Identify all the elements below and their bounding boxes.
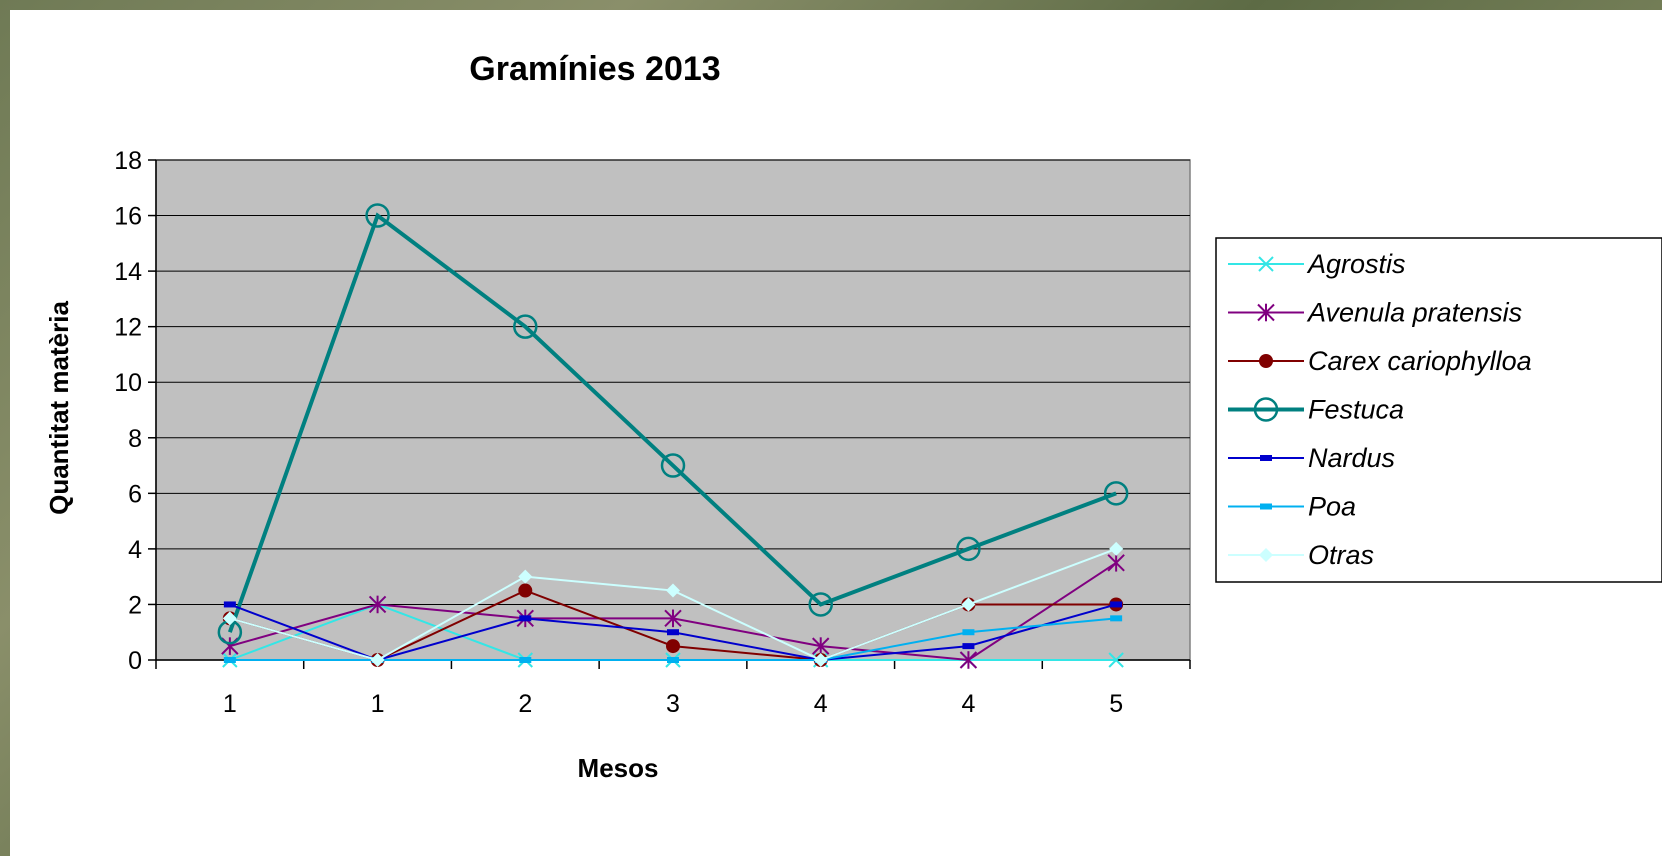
- legend: Agrostis Avenula pratensis Carex cariophyl…: [1215, 237, 1662, 583]
- y-tick-label: 4: [128, 536, 142, 564]
- data-point-avenula-pratensis: [368, 595, 387, 614]
- data-point-otras: [666, 583, 680, 598]
- legend-item-nardus: Nardus: [1228, 443, 1395, 473]
- y-tick-label: 0: [128, 647, 142, 675]
- data-point-avenula-pratensis: [959, 651, 978, 669]
- data-point-nardus: [519, 615, 532, 622]
- legend-item-avenula-pratensis: Avenula pratensis: [1228, 298, 1522, 328]
- x-tick-label: 4: [814, 690, 828, 718]
- y-tick-label: 18: [114, 147, 142, 175]
- legend-item-otras: Otras: [1228, 540, 1374, 570]
- data-point-agrostis: [1108, 652, 1124, 668]
- x-tick-label: 1: [223, 690, 237, 718]
- y-tick-label: 10: [114, 369, 142, 397]
- x-tick-label: 5: [1109, 690, 1123, 718]
- legend-label: Poa: [1308, 492, 1356, 522]
- x-tick-label: 2: [518, 690, 532, 718]
- legend-marker: [1260, 455, 1272, 461]
- data-point-nardus: [962, 643, 975, 650]
- data-point-avenula-pratensis: [1107, 553, 1125, 572]
- data-point-otras: [222, 611, 237, 626]
- chart-card: Gramínies 2013 Mesos Quantitat matèria 0…: [10, 10, 1662, 856]
- x-axis-title: Mesos: [578, 753, 659, 783]
- y-tick-label: 2: [128, 591, 142, 619]
- data-point-festuca: [660, 453, 686, 478]
- y-tick-label: 12: [114, 314, 142, 342]
- data-point-avenula-pratensis: [664, 609, 682, 628]
- series-festuca: [217, 203, 1129, 645]
- legend-marker: [1259, 354, 1273, 368]
- legend-label: Nardus: [1308, 443, 1395, 473]
- data-point-otras: [813, 653, 828, 667]
- data-point-nardus: [223, 601, 236, 608]
- legend-item-agrostis: Agrostis: [1228, 249, 1406, 279]
- y-tick-label: 8: [128, 425, 142, 453]
- chart-title: Gramínies 2013: [469, 50, 720, 88]
- legend-marker: [1260, 503, 1272, 510]
- data-point-poa: [1110, 615, 1123, 622]
- legend-label: Agrostis: [1306, 249, 1406, 279]
- data-point-festuca: [513, 314, 538, 339]
- legend-item-carex-cariophylloa: Carex cariophylloa: [1228, 346, 1532, 376]
- data-point-otras: [1109, 541, 1124, 556]
- data-point-nardus: [1110, 601, 1123, 608]
- legend-label: Carex cariophylloa: [1308, 346, 1532, 376]
- data-point-poa: [223, 657, 236, 663]
- legend-label: Avenula pratensis: [1306, 298, 1522, 328]
- data-point-poa: [519, 657, 532, 663]
- legend-item-poa: Poa: [1228, 492, 1356, 522]
- data-point-carex-cariophylloa: [518, 583, 533, 598]
- data-point-nardus: [667, 629, 679, 636]
- data-point-festuca: [365, 203, 390, 228]
- data-point-poa: [962, 629, 975, 636]
- data-point-otras: [370, 653, 385, 667]
- y-axis-title: Quantitat matèria: [44, 301, 74, 515]
- data-point-festuca: [956, 536, 981, 562]
- legend-marker: [1259, 548, 1273, 562]
- y-tick-label: 6: [128, 480, 142, 508]
- data-point-carex-cariophylloa: [666, 639, 680, 654]
- y-tick-label: 16: [114, 203, 142, 231]
- legend-label: Otras: [1308, 540, 1374, 570]
- data-point-festuca: [1103, 481, 1129, 506]
- x-tick-label: 4: [961, 690, 975, 718]
- plot-background: [155, 159, 1191, 661]
- x-tick-label: 1: [371, 690, 385, 718]
- legend-label: Festuca: [1308, 395, 1404, 425]
- legend-marker: [1253, 397, 1279, 422]
- legend-item-festuca: Festuca: [1228, 395, 1404, 425]
- data-point-otras: [961, 597, 976, 612]
- line-chart: Gramínies 2013 Mesos Quantitat matèria 0…: [44, 50, 1662, 783]
- legend-marker: [1257, 303, 1275, 322]
- data-point-otras: [518, 569, 533, 584]
- legend-marker: [1258, 256, 1274, 272]
- x-tick-label: 3: [666, 690, 680, 718]
- series-otras: [222, 541, 1124, 667]
- series-line-festuca: [227, 212, 1117, 633]
- data-point-festuca: [808, 592, 833, 617]
- y-tick-label: 14: [114, 258, 142, 286]
- data-point-avenula-pratensis: [812, 637, 830, 655]
- data-point-poa: [667, 657, 679, 663]
